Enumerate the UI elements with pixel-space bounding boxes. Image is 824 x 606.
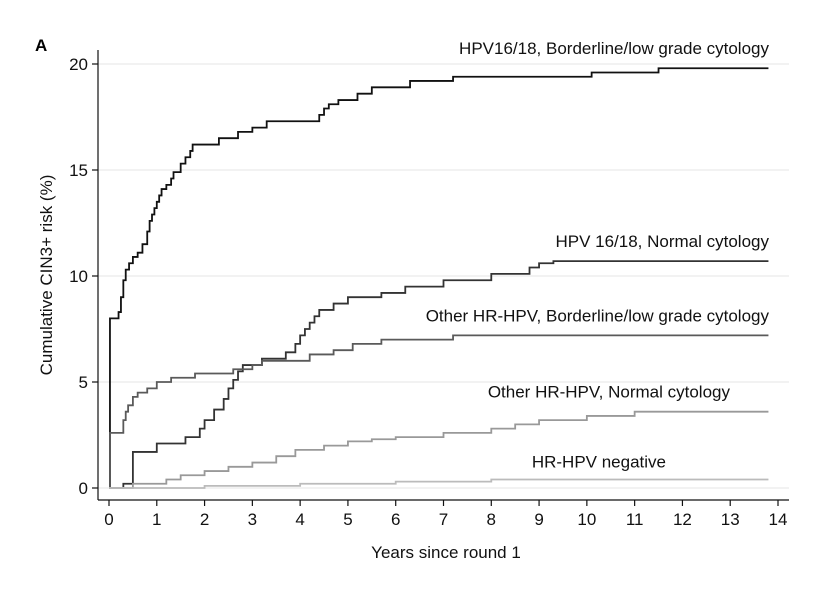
panel-label: A (35, 36, 48, 55)
x-tick-label-3: 3 (248, 510, 257, 529)
series-line-4 (109, 478, 769, 489)
series-group (109, 67, 769, 489)
x-tick-label-9: 9 (534, 510, 543, 529)
x-tick-label-5: 5 (343, 510, 352, 529)
series-label-4: HR-HPV negative (532, 453, 666, 472)
series-label-1: HPV 16/18, Normal cytology (555, 232, 769, 251)
x-tick-label-6: 6 (391, 510, 400, 529)
x-axis-label: Years since round 1 (371, 543, 521, 562)
x-tick-label-1: 1 (152, 510, 161, 529)
x-tick-label-2: 2 (200, 510, 209, 529)
series-label-2: Other HR-HPV, Borderline/low grade cytol… (426, 306, 770, 325)
series-line-1 (109, 260, 769, 489)
y-axis-label: Cumulative CIN3+ risk (%) (37, 175, 56, 376)
x-tick-label-14: 14 (769, 510, 788, 529)
series-line-0 (109, 67, 769, 489)
y-tick-label-20: 20 (69, 55, 88, 74)
y-tick-label-0: 0 (79, 479, 88, 498)
y-tick-label-10: 10 (69, 267, 88, 286)
series-labels: HPV16/18, Borderline/low grade cytology H… (426, 39, 770, 471)
y-tick-label-5: 5 (79, 373, 88, 392)
x-tick-label-8: 8 (487, 510, 496, 529)
x-tick-label-13: 13 (721, 510, 740, 529)
x-tick-label-12: 12 (673, 510, 692, 529)
x-tick-label-4: 4 (295, 510, 304, 529)
series-line-2 (109, 334, 769, 489)
x-tick-label-11: 11 (626, 510, 644, 529)
x-tick-label-7: 7 (439, 510, 448, 529)
series-label-0: HPV16/18, Borderline/low grade cytology (459, 39, 769, 58)
x-tick-label-10: 10 (577, 510, 596, 529)
series-label-3: Other HR-HPV, Normal cytology (488, 383, 731, 402)
y-tick-label-15: 15 (69, 161, 88, 180)
series-line-3 (109, 410, 769, 489)
gridlines (98, 63, 789, 489)
x-tick-label-0: 0 (104, 510, 113, 529)
